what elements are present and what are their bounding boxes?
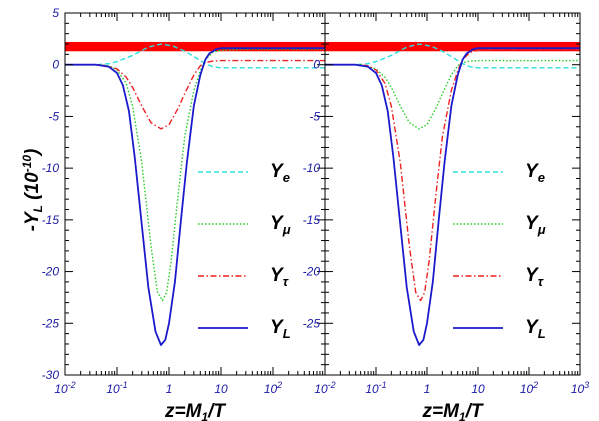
y-tick-label-inner: 0: [313, 58, 320, 72]
y-tick-label: -25: [42, 316, 60, 330]
y-axis-title: -YL (10-10): [20, 149, 45, 232]
x-tick-label: 102: [264, 380, 282, 396]
y-tick-label: -10: [42, 161, 60, 175]
x-tick-label: 103: [571, 380, 589, 396]
legend-label: YL: [270, 317, 291, 341]
y-tick-label-inner: -10: [303, 161, 321, 175]
series-line-2: [325, 48, 580, 302]
x-tick-label: 1: [424, 382, 431, 396]
x-tick-label: 10: [214, 382, 228, 396]
series-line-3: [325, 47, 580, 346]
x-tick-label: 10-1: [365, 380, 386, 396]
x-tick-label: 10-2: [54, 380, 75, 396]
legend-label: Yτ: [525, 265, 544, 289]
y-tick-label: -15: [42, 213, 60, 227]
plot-frame: [64, 12, 326, 376]
legend-label: Ye: [525, 161, 545, 185]
legend-label: Yτ: [270, 265, 289, 289]
x-tick-label: 1: [166, 382, 173, 396]
y-tick-label-inner: -5: [309, 109, 320, 123]
y-tick-label-inner: -15: [303, 213, 321, 227]
y-tick-label: 5: [52, 6, 59, 20]
y-tick-label-inner: -20: [303, 265, 321, 279]
legend-label: Yμ: [270, 213, 291, 237]
observed-band: [65, 41, 325, 52]
x-tick-label: 10-1: [106, 380, 127, 396]
series-line-3: [65, 47, 325, 346]
y-tick-label: -5: [48, 109, 59, 123]
legend-label: YL: [525, 317, 546, 341]
y-tick-label-inner: -25: [303, 316, 321, 330]
series-line-1: [65, 48, 325, 302]
series-line-1: [325, 59, 580, 130]
series-line-0: [65, 43, 325, 69]
series-line-0: [325, 43, 580, 69]
x-tick-label: 10: [471, 382, 485, 396]
x-tick-label: 10-2: [314, 380, 335, 396]
legend-label: Yμ: [525, 213, 546, 237]
x-axis-title: z=M1/T: [421, 401, 483, 421]
observed-band: [325, 41, 580, 52]
series-line-2: [65, 59, 325, 130]
panel-left: 10-2 10-1 1 10 102 5 0 -5 -10 -15 -20 -25 -30 z=M1/T Y…: [42, 6, 326, 421]
x-tick-label: 102: [520, 380, 538, 396]
y-tick-label: -30: [42, 368, 60, 382]
y-tick-label: 0: [52, 58, 59, 72]
legend-label: Ye: [270, 161, 290, 185]
panel-right: 10-2 10-1 1 10 102 103 0 -5 -10 -15 -20 -25 z=M1/T Ye…: [303, 12, 589, 421]
plot-frame: [324, 12, 581, 376]
y-tick-label: -20: [42, 265, 60, 279]
x-axis-title: z=M1/T: [164, 401, 226, 421]
